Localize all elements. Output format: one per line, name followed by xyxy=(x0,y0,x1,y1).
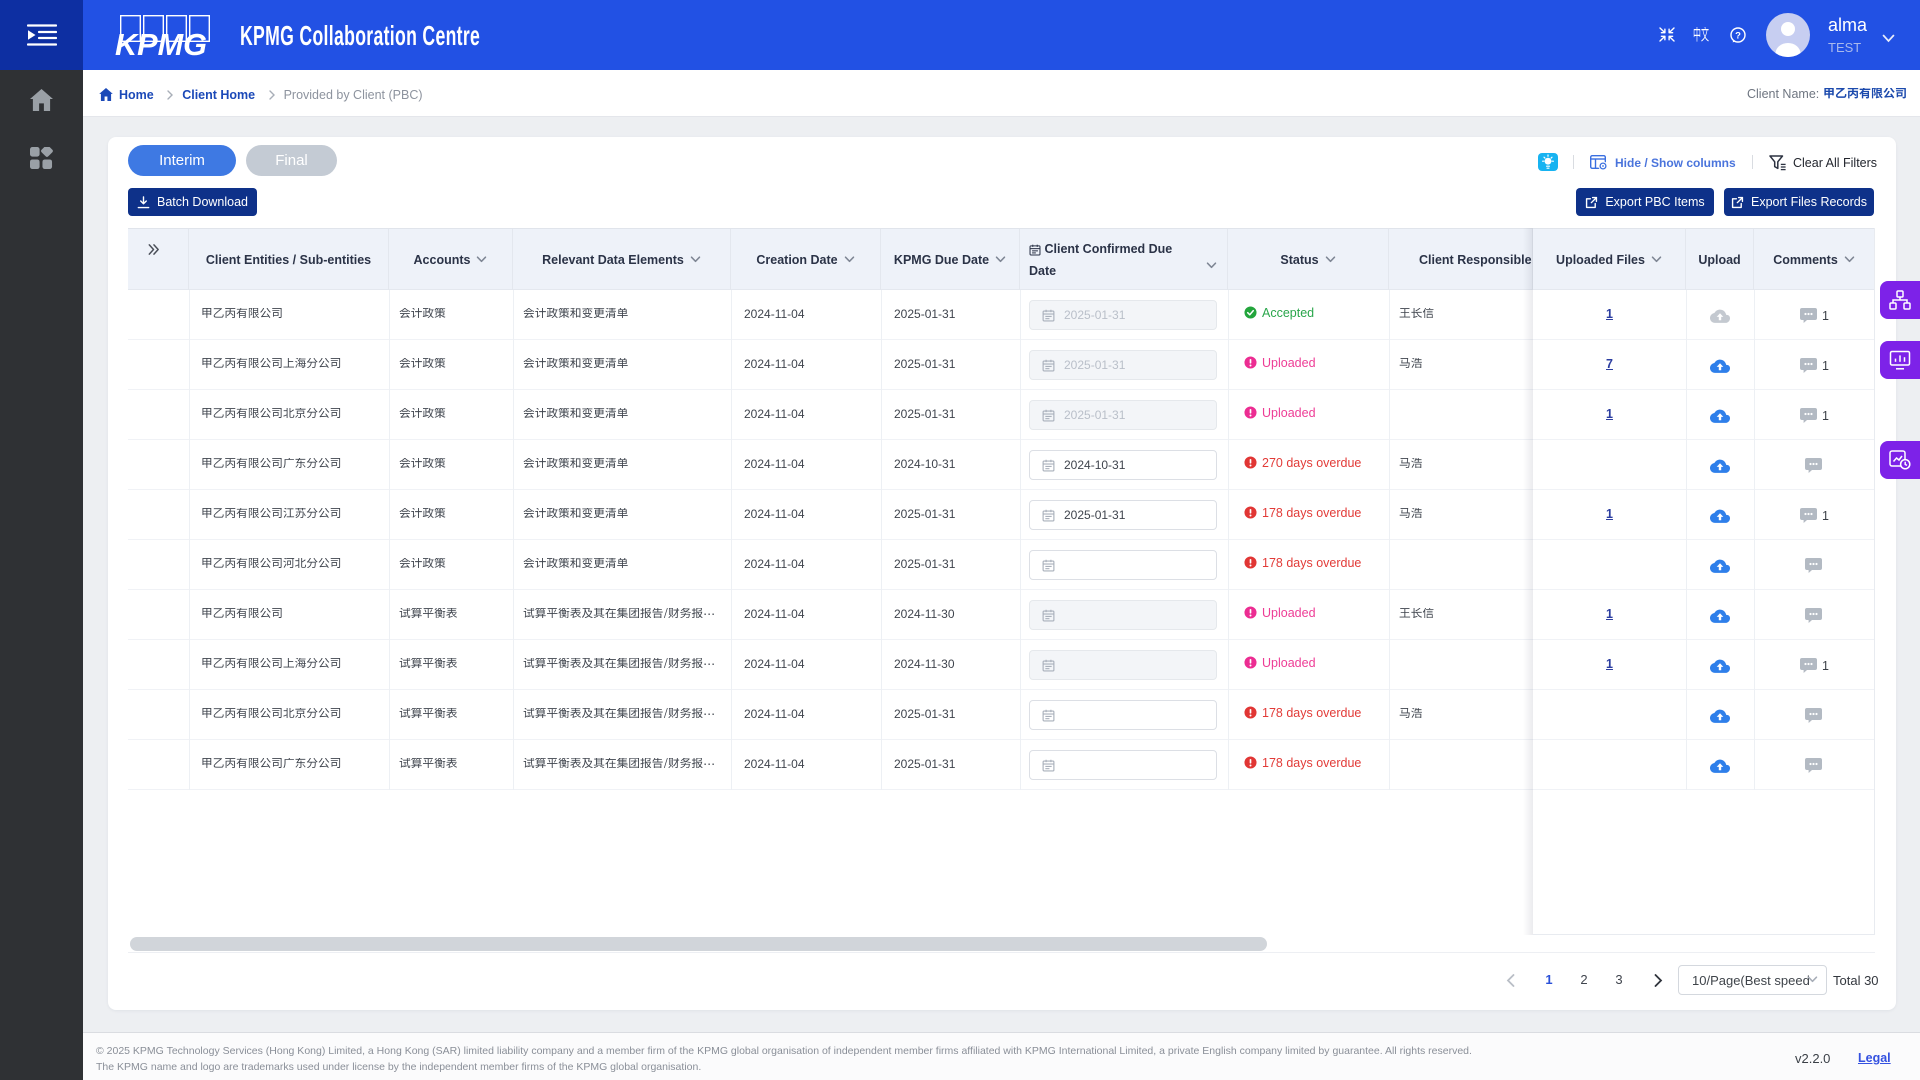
svg-text:KPMG: KPMG xyxy=(115,27,207,57)
svg-text:?: ? xyxy=(1735,30,1741,41)
